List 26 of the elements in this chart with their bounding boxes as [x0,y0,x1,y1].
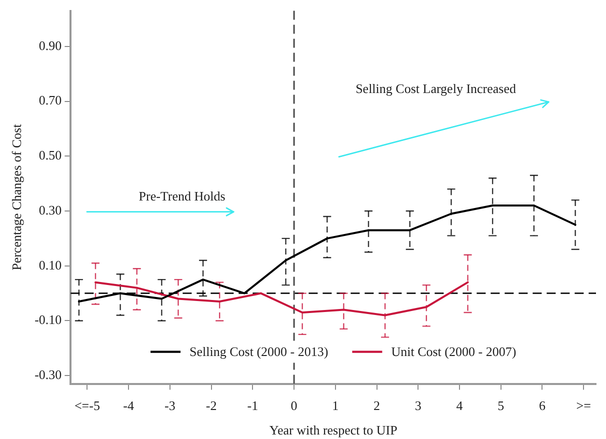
y-tick-label: 0.90 [38,38,62,53]
x-tick-label: 4 [456,398,464,414]
annotation: Selling Cost Largely Increased [356,80,516,96]
y-tick-label: -0.10 [34,312,62,328]
x-axis-title: Year with respect to UIP [269,422,398,438]
x-tick-label: -1 [247,398,258,414]
x-tick-label: <=-5 [74,398,100,414]
x-tick-label: 0 [290,398,298,414]
annotation: Pre-Trend Holds [138,188,226,204]
x-tick-label: 1 [332,398,339,414]
y-tick-label: 0.50 [38,148,62,163]
x-tick-label: -4 [123,398,134,414]
y-tick-label: 0.30 [38,202,62,218]
x-tick-label: 6 [538,398,546,414]
x-tick-label: 5 [498,398,504,414]
y-axis-title: Percentage Changes of Cost [9,124,24,270]
legend-label: Unit Cost (2000 - 2007) [391,344,516,360]
x-tick-label: -3 [164,398,176,414]
legend-label: Selling Cost (2000 - 2013) [190,344,328,360]
x-tick-label: >= [576,398,591,414]
x-tick-label: 2 [374,398,380,414]
y-tick-label: -0.30 [34,366,62,382]
x-tick-label: -2 [206,398,217,414]
y-tick-label: 0.10 [38,257,62,272]
y-tick-label: 0.70 [38,92,62,108]
x-tick-label: 3 [414,398,422,414]
